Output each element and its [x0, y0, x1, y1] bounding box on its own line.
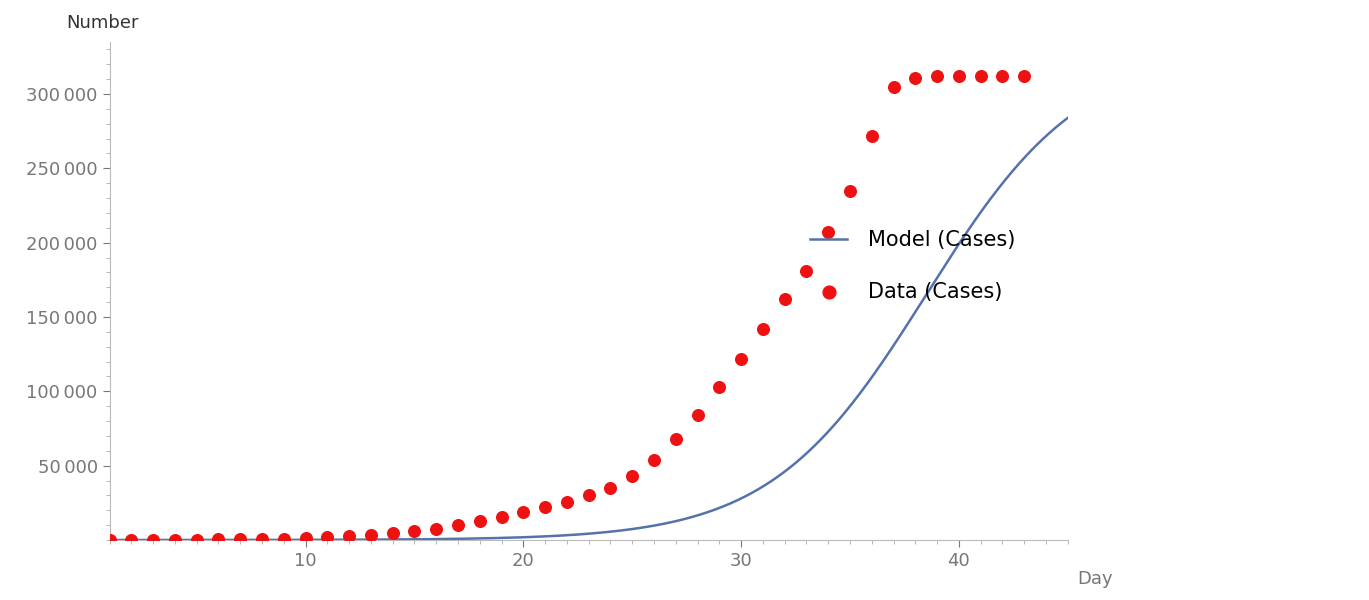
Data (Cases)	[883, 82, 905, 91]
Model (Cases)	[1082, 100, 1098, 107]
Data (Cases)	[142, 535, 164, 545]
Data (Cases)	[556, 497, 578, 507]
Data (Cases)	[186, 535, 208, 544]
Data (Cases)	[120, 535, 142, 545]
Data (Cases)	[665, 434, 687, 444]
Data (Cases)	[229, 535, 251, 544]
Legend: Model (Cases), Data (Cases): Model (Cases), Data (Cases)	[810, 230, 1016, 302]
Data (Cases)	[490, 512, 512, 521]
Data (Cases)	[534, 502, 556, 512]
Data (Cases)	[969, 71, 991, 81]
Model (Cases)	[162, 536, 178, 544]
Data (Cases)	[947, 71, 969, 81]
Data (Cases)	[512, 507, 534, 517]
Data (Cases)	[468, 517, 490, 526]
Data (Cases)	[795, 266, 817, 276]
Text: Number: Number	[66, 14, 138, 32]
Data (Cases)	[404, 527, 426, 536]
Data (Cases)	[643, 455, 665, 464]
Data (Cases)	[991, 71, 1013, 81]
Data (Cases)	[839, 186, 861, 196]
Data (Cases)	[164, 535, 186, 545]
Data (Cases)	[817, 227, 839, 237]
Data (Cases)	[382, 529, 404, 538]
Data (Cases)	[448, 521, 470, 530]
Model (Cases)	[101, 536, 118, 544]
Data (Cases)	[730, 354, 752, 364]
Data (Cases)	[708, 382, 730, 392]
Data (Cases)	[99, 535, 120, 545]
Data (Cases)	[773, 295, 795, 304]
Data (Cases)	[687, 410, 709, 420]
Data (Cases)	[360, 530, 382, 540]
Data (Cases)	[905, 73, 927, 82]
Data (Cases)	[426, 524, 448, 533]
Text: Day: Day	[1077, 570, 1113, 588]
Model (Cases)	[671, 517, 687, 524]
Data (Cases)	[1013, 71, 1035, 81]
Data (Cases)	[316, 533, 338, 542]
Data (Cases)	[752, 324, 773, 334]
Data (Cases)	[338, 532, 360, 541]
Data (Cases)	[578, 491, 600, 500]
Model (Cases)	[697, 509, 713, 517]
Data (Cases)	[927, 71, 949, 81]
Line: Model (Cases): Model (Cases)	[110, 103, 1090, 540]
Data (Cases)	[251, 534, 272, 544]
Model (Cases)	[726, 498, 742, 505]
Data (Cases)	[272, 534, 294, 544]
Data (Cases)	[861, 131, 883, 140]
Data (Cases)	[600, 483, 622, 493]
Data (Cases)	[208, 535, 230, 544]
Data (Cases)	[294, 533, 316, 543]
Data (Cases)	[622, 471, 643, 481]
Model (Cases)	[845, 399, 861, 406]
Model (Cases)	[945, 248, 961, 256]
